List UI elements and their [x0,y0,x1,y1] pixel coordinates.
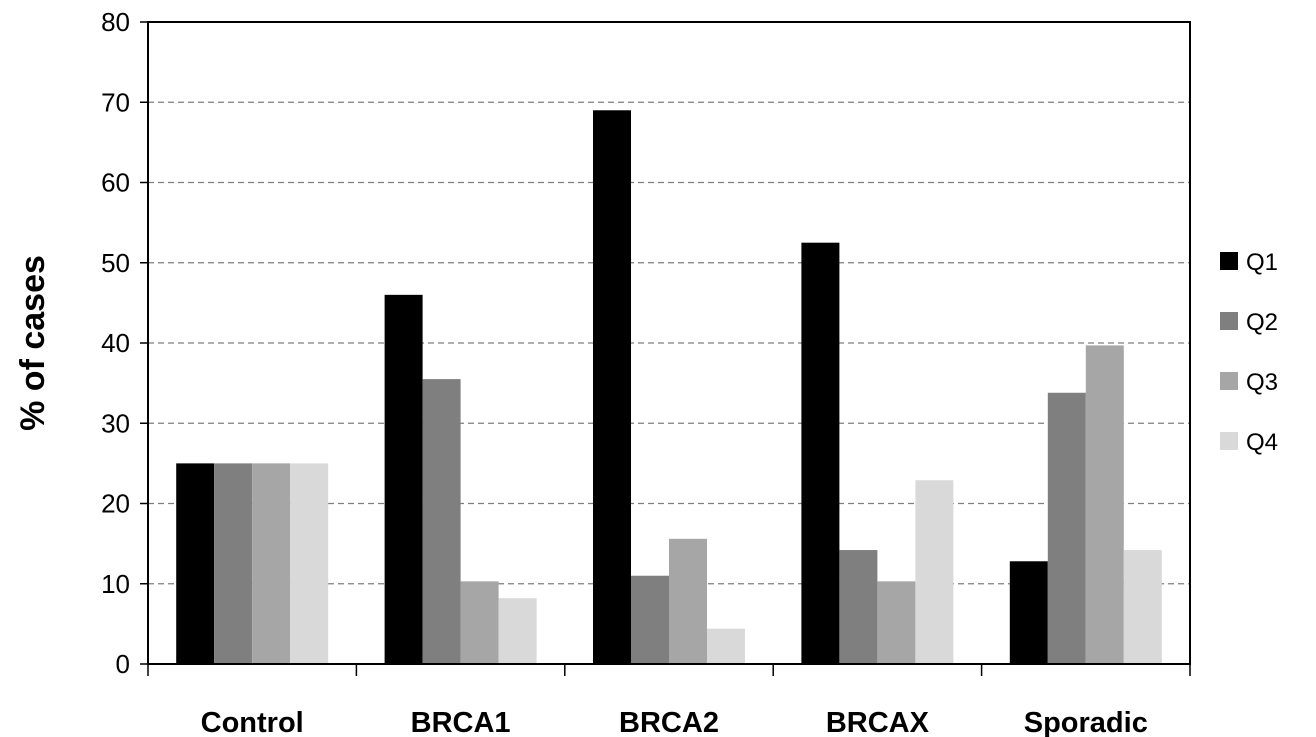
y-tick-label: 20 [101,489,130,519]
legend-swatch-q3 [1220,372,1238,390]
bar-q3-brca1 [460,581,499,664]
bar-q4-brca1 [498,598,537,664]
legend-label-q2: Q2 [1246,309,1278,336]
y-tick-labels: 0 10 20 30 40 50 60 70 80 [101,7,130,679]
axes [140,21,1191,676]
bar-q2-sporadic [1047,392,1086,664]
legend-label-q4: Q4 [1246,429,1278,456]
y-tick-label: 40 [101,328,130,358]
legend-swatch-q2 [1220,312,1238,330]
plot-frame [147,21,1191,665]
legend: Q1 Q2 Q3 Q4 [1220,249,1278,456]
bar-q2-brcax [839,550,878,664]
bar-q4-brca2 [707,628,745,664]
y-tick-label: 50 [101,248,130,278]
y-tick-label: 70 [101,87,130,117]
x-category-label: Sporadic [1024,707,1148,737]
bar-q2-brca2 [631,575,669,664]
legend-swatch-q4 [1220,432,1238,450]
bar-q4-control [290,463,329,664]
bar-q1-brca1 [384,294,423,664]
bar-q2-control [214,463,253,664]
y-tick-label: 30 [101,408,130,438]
bar-q3-brcax [877,581,916,664]
y-axis-title: % of cases [14,255,52,431]
x-category-label: BRCA2 [619,707,719,737]
bar-q4-sporadic [1123,550,1162,664]
bar-q1-brcax [801,242,840,664]
x-category-label: BRCA1 [411,707,511,737]
bar-q3-sporadic [1085,345,1124,664]
x-category-label: Control [201,707,304,737]
legend-label-q3: Q3 [1246,369,1278,396]
bars [176,110,1162,664]
x-category-label: BRCAX [826,707,930,737]
bar-q1-brca2 [593,110,631,664]
bar-q4-brcax [915,480,954,664]
y-tick-label: 0 [116,649,130,679]
legend-label-q1: Q1 [1246,249,1278,276]
legend-swatch-q1 [1220,252,1238,270]
bar-q1-sporadic [1009,561,1048,664]
y-tick-label: 10 [101,569,130,599]
y-tick-label: 80 [101,7,130,37]
bar-q1-control [176,463,215,664]
bar-q3-control [252,463,291,664]
bar-q2-brca1 [422,379,461,664]
bar-q3-brca2 [669,538,707,664]
x-category-labels: Control BRCA1 BRCA2 BRCAX Sporadic [201,707,1148,737]
y-tick-label: 60 [101,168,130,198]
